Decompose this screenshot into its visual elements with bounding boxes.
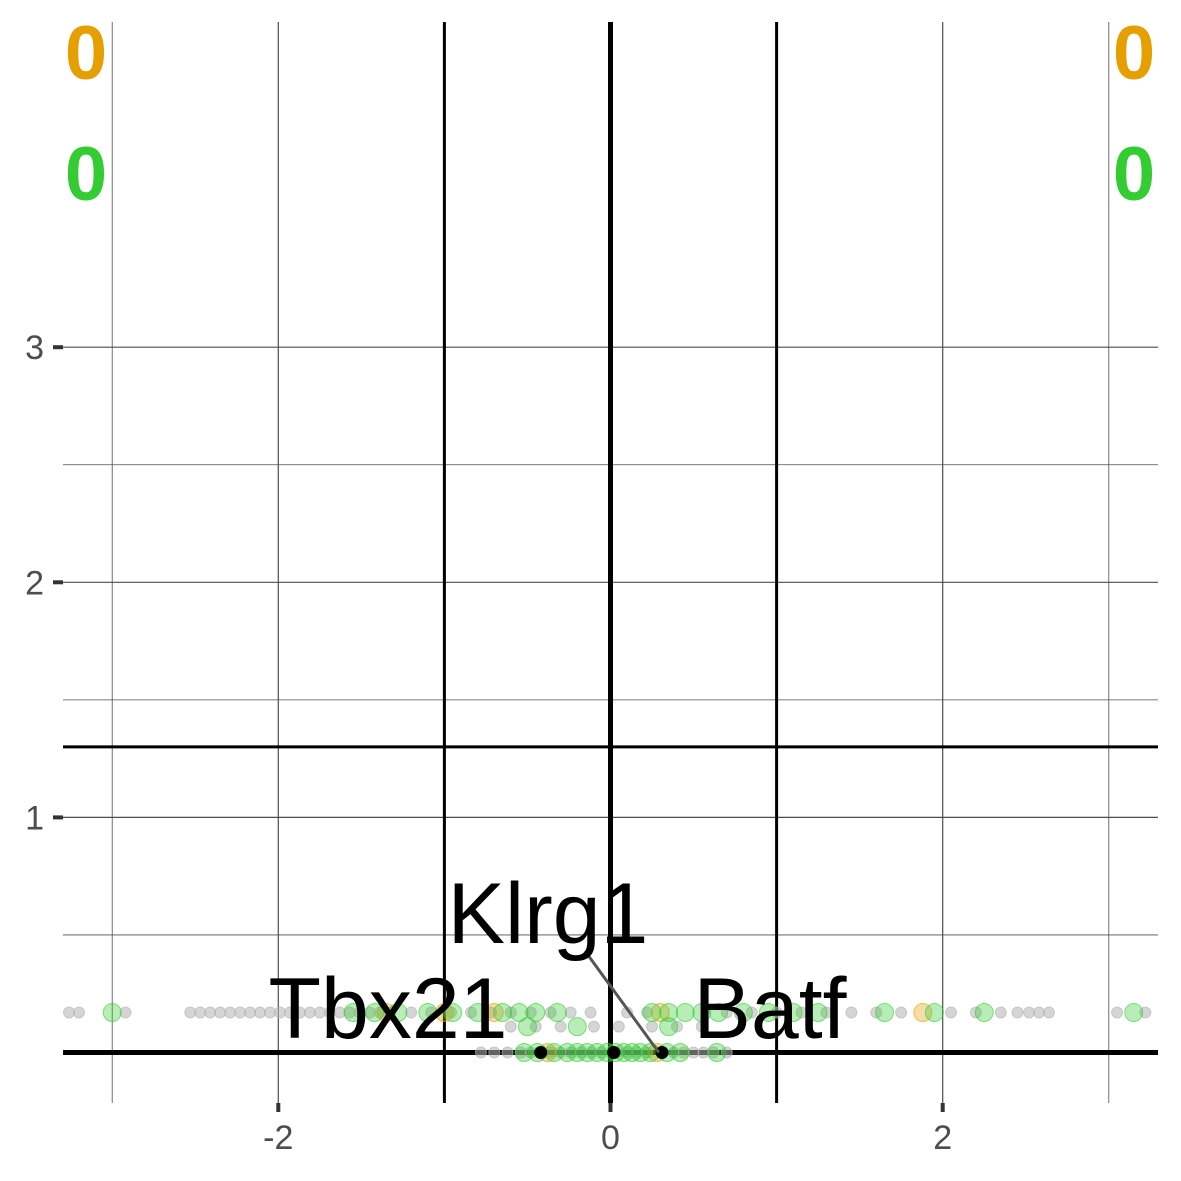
data-point-neutral — [846, 1007, 857, 1018]
data-point-neutral — [585, 1007, 596, 1018]
data-point-neutral — [185, 1007, 196, 1018]
count-top-right-down: 0 — [1113, 132, 1155, 217]
data-point-neutral — [73, 1007, 84, 1018]
data-point-neutral — [613, 1021, 624, 1032]
data-point-neutral — [647, 1021, 658, 1032]
x-tick-label: -2 — [263, 1119, 293, 1157]
y-tick-label: 3 — [25, 329, 44, 367]
count-top-left-down: 0 — [65, 132, 107, 217]
data-point-neutral — [64, 1007, 75, 1018]
data-point-neutral — [235, 1007, 246, 1018]
x-tick-label: 2 — [933, 1119, 952, 1157]
data-point-down — [568, 1018, 586, 1036]
data-point-neutral — [215, 1007, 226, 1018]
data-point-neutral — [588, 1021, 599, 1032]
data-point-neutral — [1024, 1007, 1035, 1018]
data-point-down — [548, 1004, 566, 1022]
data-point-down — [975, 1004, 993, 1022]
data-point-down — [676, 1004, 694, 1022]
data-point-neutral — [1112, 1007, 1123, 1018]
data-point-neutral — [995, 1007, 1006, 1018]
data-point-neutral — [205, 1007, 216, 1018]
labelled-gene-point — [534, 1046, 547, 1059]
data-point-down — [518, 1018, 536, 1036]
data-point-neutral — [555, 1021, 566, 1032]
data-point-down — [643, 1004, 661, 1022]
data-point-neutral — [1044, 1007, 1055, 1018]
data-point-neutral — [195, 1007, 206, 1018]
count-top-right-up: 0 — [1113, 11, 1155, 96]
gene-label-batf: Batf — [694, 961, 848, 1057]
y-tick-label: 2 — [25, 564, 44, 602]
gene-label-tbx21: Tbx21 — [268, 961, 507, 1057]
data-point-neutral — [946, 1007, 957, 1018]
data-point-neutral — [1034, 1007, 1045, 1018]
data-point-neutral — [896, 1007, 907, 1018]
count-top-left-up: 0 — [65, 11, 107, 96]
data-point-neutral — [225, 1007, 236, 1018]
data-point-down — [660, 1018, 678, 1036]
data-point-down — [671, 1044, 689, 1062]
data-point-down — [103, 1004, 121, 1022]
data-point-down — [925, 1004, 943, 1022]
data-point-down — [1125, 1004, 1143, 1022]
y-tick-label: 1 — [25, 799, 44, 837]
data-point-down — [876, 1004, 894, 1022]
data-point-neutral — [245, 1007, 256, 1018]
data-point-neutral — [255, 1007, 266, 1018]
x-tick-label: 0 — [601, 1119, 620, 1157]
gene-label-klrg1: Klrg1 — [448, 866, 649, 962]
data-point-neutral — [1012, 1007, 1023, 1018]
labelled-gene-point — [607, 1046, 620, 1059]
